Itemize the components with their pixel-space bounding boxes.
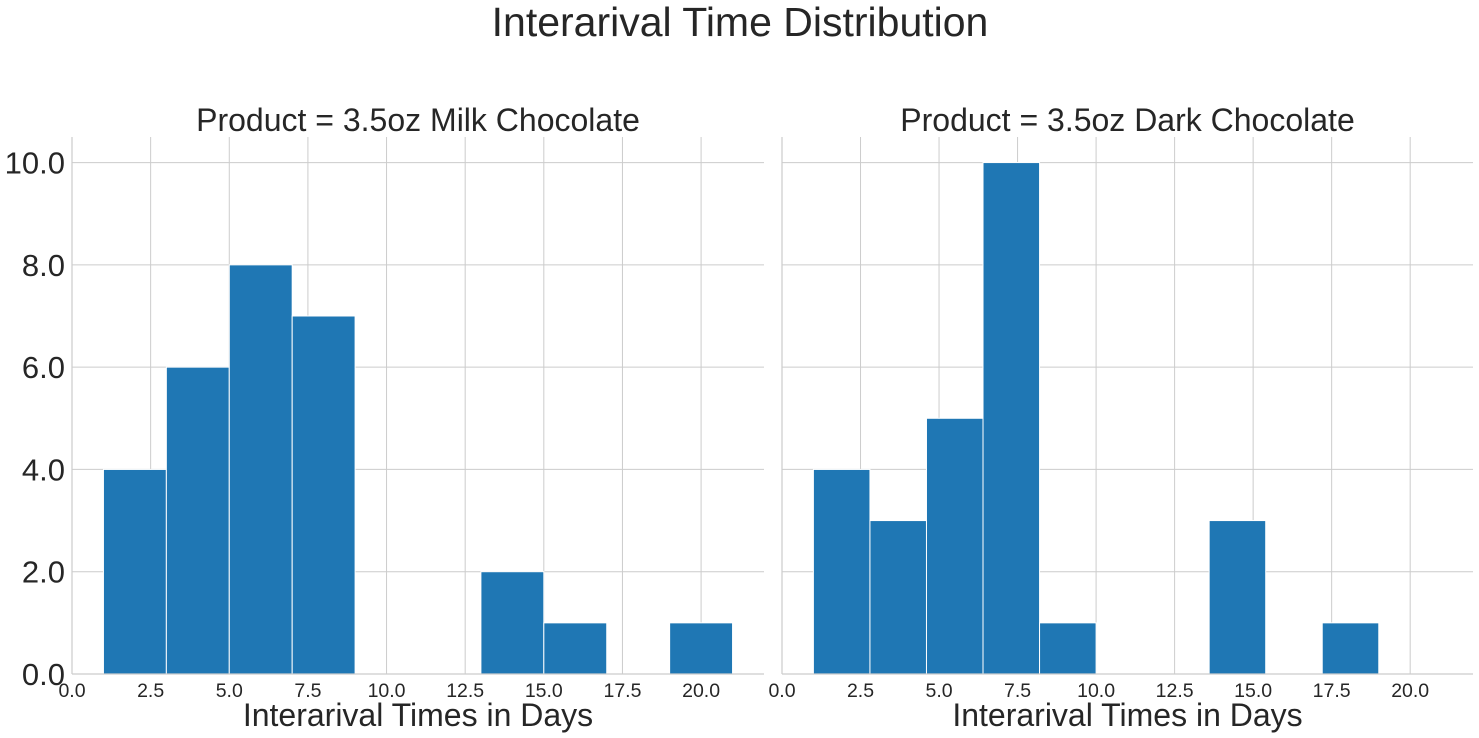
milk-xtick-label-2: 5.0 bbox=[216, 680, 243, 702]
dark-chocolate-panel: Product = 3.5oz Dark Chocolate 0.0 2.5 5.0 7… bbox=[768, 102, 1473, 733]
milk-xtick-label-7: 17.5 bbox=[603, 680, 641, 702]
dark-bar-3 bbox=[982, 162, 1041, 675]
dark-x-axis-label: Interarival Times in Days bbox=[952, 697, 1302, 733]
dark-xtick-label-8: 20.0 bbox=[1391, 680, 1429, 702]
milk-ytick-label-3: 6.0 bbox=[22, 350, 65, 385]
milk-bar-7 bbox=[543, 622, 608, 675]
figure-title: Interarival Time Distribution bbox=[492, 0, 989, 45]
milk-bar-0 bbox=[102, 468, 167, 675]
milk-bar-6 bbox=[480, 571, 545, 675]
dark-xtick-label-7: 17.5 bbox=[1313, 680, 1351, 702]
milk-panel-title: Product = 3.5oz Milk Chocolate bbox=[196, 102, 640, 138]
dark-bar-1 bbox=[869, 520, 927, 675]
dark-bar-4 bbox=[1039, 622, 1097, 675]
milk-xtick-label-5: 12.5 bbox=[446, 680, 484, 702]
dark-panel-title: Product = 3.5oz Dark Chocolate bbox=[900, 102, 1354, 138]
dark-bar-9 bbox=[1321, 622, 1380, 675]
milk-chocolate-panel: Product = 3.5oz Milk Chocolate 0.0 2.5 5.0 7… bbox=[5, 102, 764, 733]
milk-ytick-label-5: 10.0 bbox=[5, 146, 65, 181]
milk-xtick-label-6: 15.0 bbox=[525, 680, 563, 702]
dark-xtick-label-1: 2.5 bbox=[847, 680, 874, 702]
dark-xtick-label-5: 12.5 bbox=[1156, 680, 1194, 702]
milk-xtick-label-1: 2.5 bbox=[137, 680, 164, 702]
milk-xtick-label-4: 10.0 bbox=[368, 680, 406, 702]
milk-xtick-label-0: 0.0 bbox=[58, 680, 85, 702]
dark-bar-7 bbox=[1208, 520, 1267, 675]
milk-ytick-label-0: 0.0 bbox=[22, 657, 65, 692]
dark-xtick-label-2: 5.0 bbox=[925, 680, 952, 702]
milk-ytick-label-4: 8.0 bbox=[22, 248, 65, 283]
milk-bar-1 bbox=[165, 366, 230, 675]
dark-xtick-label-0: 0.0 bbox=[768, 680, 795, 702]
dark-xtick-label-4: 10.0 bbox=[1077, 680, 1115, 702]
milk-bar-9 bbox=[669, 622, 734, 675]
dark-bar-2 bbox=[925, 417, 984, 675]
milk-ytick-label-1: 2.0 bbox=[22, 555, 65, 590]
dark-xtick-label-6: 15.0 bbox=[1234, 680, 1272, 702]
milk-bar-2 bbox=[228, 264, 293, 675]
milk-bar-3 bbox=[291, 315, 356, 675]
milk-xtick-label-8: 20.0 bbox=[682, 680, 720, 702]
dark-xtick-label-3: 7.5 bbox=[1004, 680, 1031, 702]
milk-x-axis-label: Interarival Times in Days bbox=[243, 697, 593, 733]
dark-bar-0 bbox=[812, 468, 871, 675]
milk-xtick-label-3: 7.5 bbox=[294, 680, 321, 702]
milk-ytick-label-2: 4.0 bbox=[22, 452, 65, 487]
